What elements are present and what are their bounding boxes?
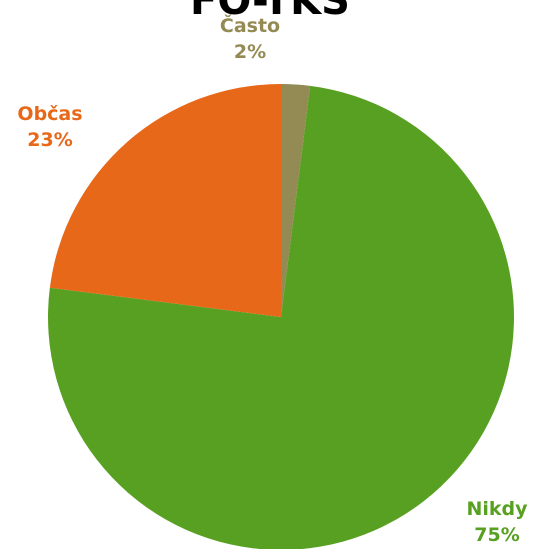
slice-percent-text: 23% [27,129,72,151]
slice-labels: Často 2% Nikdy 75% Občas 23% [17,13,528,546]
slice-category-text: Občas [17,103,82,125]
slice-category-text: Často [220,13,280,37]
pie-slices [48,84,514,549]
chart-title: FO-TKS [190,0,350,24]
pie-slice-občas [49,84,281,317]
slice-category-text: Nikdy [466,498,528,520]
slice-label-nikdy: Nikdy 75% [466,498,528,546]
pie-slice-nikdy [48,85,514,549]
slice-percent-text: 2% [234,41,266,63]
slice-label-občas: Občas 23% [17,103,82,151]
slice-label-často: Často 2% [220,13,280,63]
slice-percent-text: 75% [474,524,519,546]
pie-slice-často [281,84,311,317]
